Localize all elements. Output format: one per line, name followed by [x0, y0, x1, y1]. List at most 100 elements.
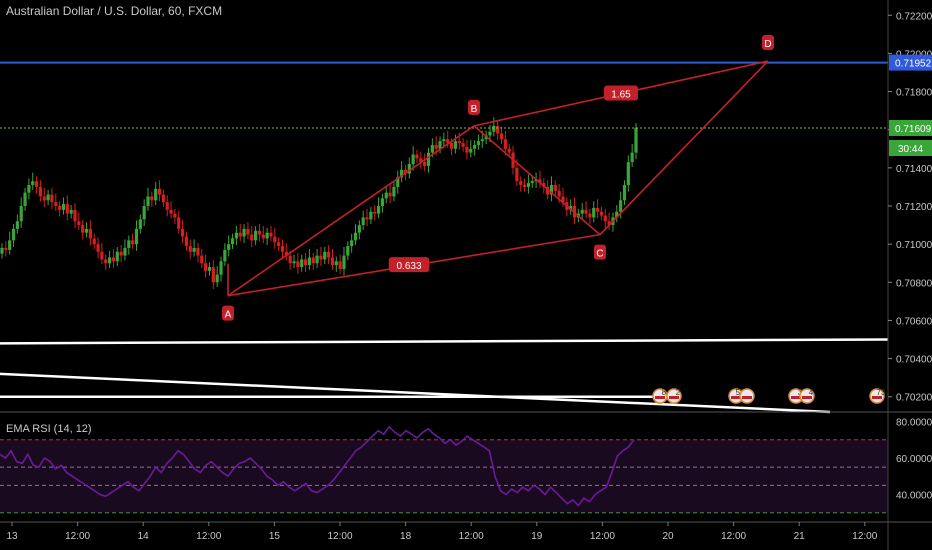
candle-body[interactable] [426, 152, 431, 166]
candle-body[interactable] [411, 154, 415, 165]
candle-body[interactable] [169, 209, 173, 214]
candle-body[interactable] [607, 221, 611, 226]
candle-body[interactable] [42, 196, 46, 201]
candle-body[interactable] [173, 213, 177, 218]
candle-body[interactable] [530, 181, 534, 184]
descending-trendline[interactable] [0, 372, 831, 414]
candle-body[interactable] [146, 196, 150, 206]
candle-body[interactable] [196, 247, 200, 256]
candle-body[interactable] [549, 185, 554, 195]
candle-body[interactable] [100, 251, 104, 260]
candle-body[interactable] [211, 267, 215, 283]
candle-body[interactable] [161, 194, 165, 203]
candle-body[interactable] [419, 158, 423, 163]
candle-body[interactable] [296, 261, 300, 268]
candle-body[interactable] [96, 244, 100, 252]
candle-body[interactable] [496, 125, 500, 134]
candle-body[interactable] [323, 251, 327, 260]
candle-body[interactable] [469, 148, 473, 153]
candle-body[interactable] [238, 232, 242, 237]
candle-body[interactable] [27, 185, 31, 193]
candle-body[interactable] [492, 125, 496, 132]
candle-body[interactable] [111, 257, 116, 262]
candle-body[interactable] [388, 192, 392, 197]
candle-body[interactable] [84, 228, 89, 233]
candle-body[interactable] [292, 261, 296, 264]
candle-body[interactable] [119, 251, 123, 256]
candle-body[interactable] [592, 207, 596, 218]
candle-body[interactable] [246, 228, 250, 235]
candle-body[interactable] [34, 181, 39, 187]
candle-body[interactable] [553, 185, 557, 191]
candle-body[interactable] [346, 246, 350, 256]
candle-body[interactable] [223, 249, 227, 262]
candle-body[interactable] [538, 179, 542, 184]
candle-body[interactable] [50, 194, 54, 203]
candle-body[interactable] [473, 144, 477, 149]
candle-body[interactable] [380, 198, 384, 206]
candle-body[interactable] [580, 209, 584, 214]
candle-body[interactable] [261, 234, 265, 239]
candle-body[interactable] [622, 185, 627, 201]
candle-body[interactable] [457, 141, 461, 144]
candle-body[interactable] [503, 139, 507, 149]
candle-body[interactable] [46, 194, 50, 201]
candle-body[interactable] [23, 192, 27, 206]
candle-body[interactable] [327, 251, 331, 258]
candle-body[interactable] [200, 255, 204, 264]
candle-body[interactable] [599, 211, 604, 216]
candle-body[interactable] [81, 225, 85, 233]
candle-body[interactable] [526, 183, 531, 187]
candle-body[interactable] [365, 217, 369, 220]
candle-body[interactable] [92, 238, 96, 245]
candle-body[interactable] [315, 255, 319, 264]
candle-body[interactable] [338, 261, 342, 269]
candle-body[interactable] [250, 234, 254, 241]
candle-body[interactable] [192, 247, 196, 252]
candle-body[interactable] [284, 251, 288, 256]
candle-body[interactable] [392, 186, 396, 197]
candle-body[interactable] [288, 255, 292, 264]
candle-body[interactable] [157, 188, 162, 195]
candle-body[interactable] [376, 206, 381, 214]
candle-body[interactable] [177, 217, 181, 229]
candle-body[interactable] [476, 141, 481, 145]
candle-body[interactable] [595, 207, 600, 212]
candle-body[interactable] [357, 225, 361, 233]
candle-body[interactable] [215, 274, 219, 283]
candle-body[interactable] [423, 162, 427, 166]
candle-body[interactable] [234, 232, 238, 239]
candle-body[interactable] [569, 206, 573, 210]
candle-body[interactable] [77, 221, 81, 226]
candle-body[interactable] [104, 259, 108, 264]
candle-body[interactable] [619, 200, 623, 212]
candle-body[interactable] [615, 211, 619, 218]
candle-body[interactable] [277, 242, 281, 247]
candle-body[interactable] [403, 169, 408, 174]
candle-body[interactable] [446, 139, 450, 144]
candle-body[interactable] [58, 206, 62, 210]
candle-body[interactable] [373, 211, 377, 214]
candle-body[interactable] [353, 232, 358, 241]
candle-body[interactable] [265, 232, 269, 239]
candle-body[interactable] [73, 209, 77, 222]
candle-body[interactable] [519, 181, 523, 186]
candle-body[interactable] [319, 255, 323, 260]
candle-body[interactable] [311, 257, 315, 264]
candle-body[interactable] [453, 141, 458, 149]
candle-body[interactable] [300, 259, 304, 268]
candle-body[interactable] [61, 204, 66, 210]
rsi-line[interactable] [0, 425, 635, 507]
candle-body[interactable] [142, 206, 146, 220]
candle-body[interactable] [396, 177, 400, 187]
candle-body[interactable] [442, 139, 446, 142]
candle-body[interactable] [384, 192, 388, 199]
candle-body[interactable] [138, 219, 142, 229]
candle-body[interactable] [303, 259, 308, 266]
candle-body[interactable] [480, 139, 484, 142]
candle-body[interactable] [626, 162, 630, 186]
candle-body[interactable] [434, 144, 438, 149]
candle-body[interactable] [400, 169, 404, 178]
candle-body[interactable] [630, 152, 634, 163]
